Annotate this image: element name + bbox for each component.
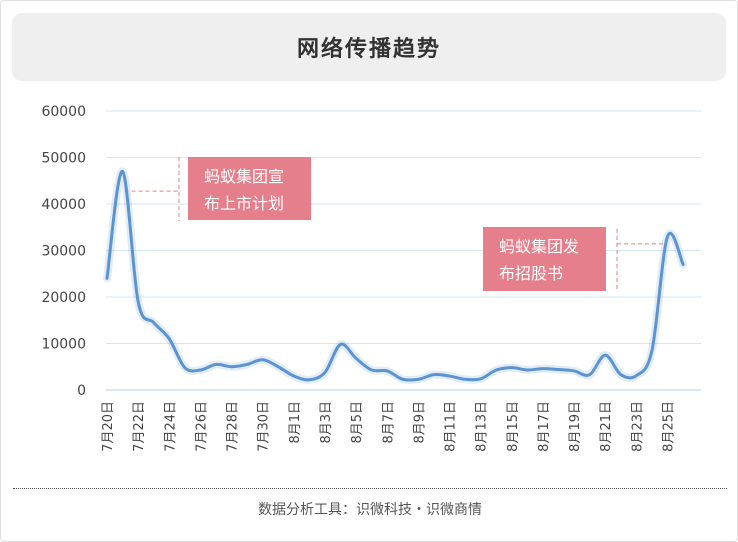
y-tick-label: 10000 bbox=[41, 337, 86, 353]
series-line bbox=[105, 169, 685, 382]
y-tick-label: 30000 bbox=[41, 244, 86, 260]
x-tick-label: 8月13日 bbox=[475, 401, 490, 452]
annotation-text: 蚂蚁集团发 bbox=[499, 237, 579, 256]
x-tick-label: 8月25日 bbox=[662, 401, 677, 452]
footer-source: 数据分析工具：识微科技・识微商情 bbox=[258, 502, 482, 518]
y-tick-label: 50000 bbox=[41, 151, 86, 167]
y-tick-label: 40000 bbox=[41, 197, 86, 213]
x-tick-label: 7月30日 bbox=[257, 401, 272, 452]
title-bar: 网络传播趋势 bbox=[12, 13, 726, 81]
x-tick-label: 7月20日 bbox=[101, 401, 116, 452]
annotation-text: 蚂蚁集团宣 bbox=[204, 167, 284, 186]
x-tick-label: 8月15日 bbox=[506, 401, 521, 452]
y-tick-label: 0 bbox=[77, 383, 86, 399]
x-tick-label: 8月17日 bbox=[537, 401, 552, 452]
x-tick-label: 8月7日 bbox=[381, 401, 396, 444]
x-tick-label: 8月1日 bbox=[288, 401, 303, 444]
x-tick-label: 8月23日 bbox=[630, 401, 645, 452]
x-tick-label: 8月19日 bbox=[568, 401, 583, 452]
y-axis-ticks: 0 10000 20000 30000 40000 50000 60000 bbox=[41, 104, 86, 399]
x-tick-label: 8月11日 bbox=[444, 401, 459, 452]
x-tick-label: 8月21日 bbox=[599, 401, 614, 452]
x-tick-label: 8月3日 bbox=[319, 401, 334, 444]
annotation-text: 布招股书 bbox=[499, 264, 563, 283]
annotation-guides bbox=[124, 157, 666, 291]
annotation-text: 布上市计划 bbox=[204, 194, 284, 213]
y-tick-label: 20000 bbox=[41, 290, 86, 306]
x-tick-label: 7月24日 bbox=[163, 401, 178, 452]
grid-lines bbox=[106, 110, 701, 391]
chart-title: 网络传播趋势 bbox=[296, 37, 441, 62]
annotation-box bbox=[188, 157, 311, 220]
x-tick-label: 8月9日 bbox=[412, 401, 427, 444]
annotation-box bbox=[483, 227, 606, 291]
x-tick-label: 7月28日 bbox=[226, 401, 241, 452]
x-tick-label: 7月26日 bbox=[194, 401, 209, 452]
footer-divider bbox=[13, 488, 727, 489]
y-tick-label: 60000 bbox=[41, 104, 86, 120]
x-axis-ticks: 7月20日 7月22日 7月24日 7月26日 7月28日 7月30日 8月1日 8月3日 8月… bbox=[101, 401, 677, 452]
x-tick-label: 8月5日 bbox=[350, 401, 365, 444]
series-layer bbox=[103, 167, 688, 385]
x-tick-label: 7月22日 bbox=[132, 401, 147, 452]
